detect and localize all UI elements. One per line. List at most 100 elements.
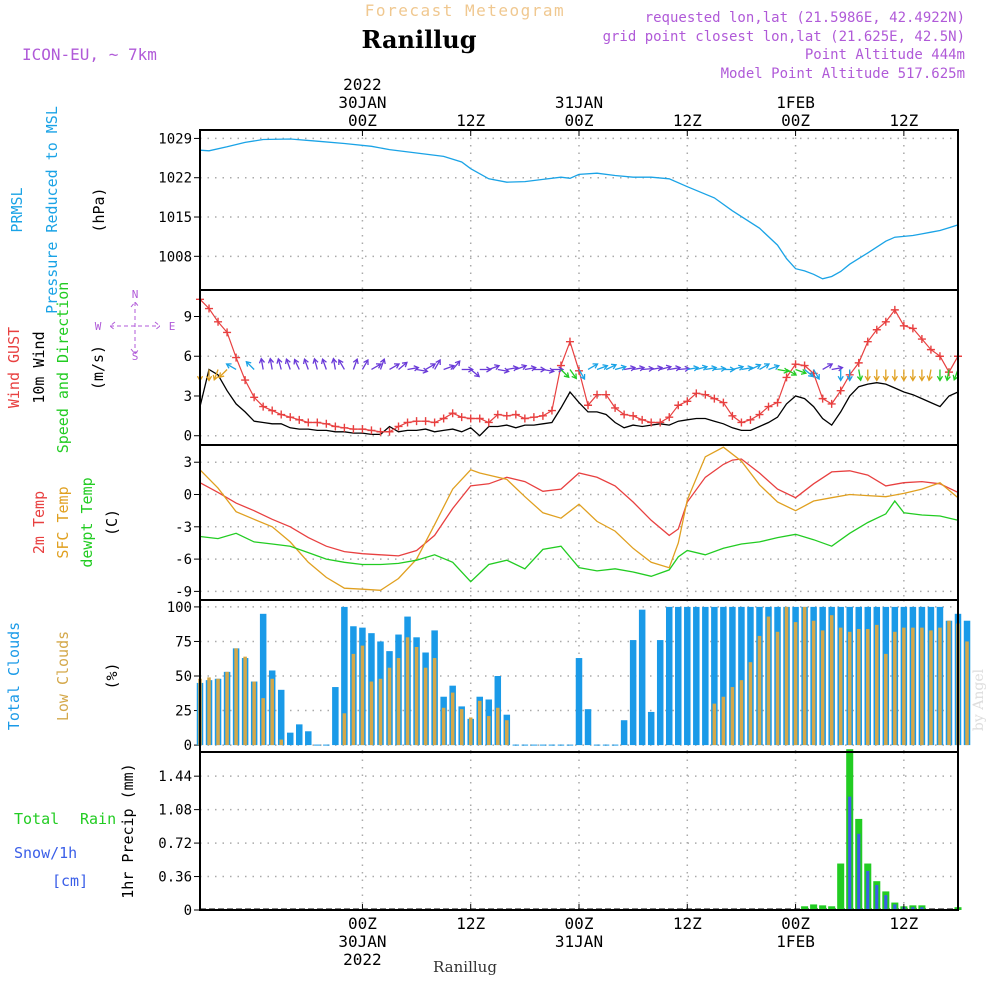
- wind-arrow-head: [293, 358, 300, 365]
- wind-arrow-shaft: [245, 361, 255, 370]
- y-tick-label: 9: [184, 309, 192, 325]
- wind-arrow-head: [548, 367, 555, 374]
- wind-arrow-shaft: [269, 358, 273, 370]
- gust-marker: [232, 353, 241, 362]
- wind-arrow: [596, 364, 609, 371]
- low-cloud-bar: [369, 681, 374, 746]
- watermark: by Angel: [971, 668, 987, 731]
- gust-marker: [205, 304, 214, 313]
- wind-arrow: [873, 369, 880, 382]
- wind-arrow-head: [944, 375, 951, 382]
- wind-arrow: [624, 365, 637, 372]
- wind-arrow: [371, 363, 383, 371]
- wind-arrow-shaft: [371, 363, 382, 371]
- wind-arrow: [831, 365, 844, 372]
- low-cloud-bar: [441, 707, 446, 746]
- top-time-label: 00Z: [565, 111, 594, 130]
- wind-arrow-shaft: [786, 368, 797, 376]
- wind-arrow-head: [430, 363, 437, 369]
- wind-arrow: [909, 369, 917, 382]
- wind-speed-line: [199, 368, 959, 437]
- top-time-label: 1FEB: [776, 93, 815, 112]
- wind-arrow-shaft: [596, 365, 608, 371]
- wind-arrow: [361, 358, 369, 370]
- wind-arrow: [293, 358, 300, 370]
- wind-arrow: [560, 369, 570, 379]
- low-cloud-bar: [351, 653, 356, 746]
- gust-marker: [818, 394, 827, 403]
- wind-arrow: [312, 357, 319, 370]
- panel-label: Snow/1h: [14, 844, 77, 862]
- low-cloud-bar: [775, 631, 780, 746]
- gust-marker: [385, 427, 394, 436]
- low-cloud-bar: [884, 653, 888, 746]
- y-tick-label: 75: [175, 634, 192, 650]
- wind-arrow-head: [401, 361, 408, 368]
- gust-marker: [647, 418, 656, 427]
- low-cloud-bar: [712, 703, 717, 746]
- wind-arrow-shaft: [425, 363, 436, 371]
- low-cloud-bar: [414, 646, 419, 746]
- low-cloud-bar: [342, 713, 347, 746]
- gust-marker: [908, 324, 917, 333]
- gust-marker: [701, 390, 710, 399]
- wind-arrow-shaft: [226, 363, 237, 371]
- bottom-time-label: 12Z: [673, 914, 702, 933]
- wind-arrow-shaft: [470, 368, 480, 378]
- top-time-label: 00Z: [348, 111, 377, 130]
- low-cloud-bar: [911, 627, 915, 746]
- wind-arrow: [750, 363, 762, 371]
- wind-arrow: [882, 369, 889, 382]
- low-cloud-bar: [432, 658, 437, 746]
- low-cloud-bar: [829, 615, 834, 746]
- wind-arrow-head: [755, 363, 762, 370]
- wind-arrow-shaft: [443, 365, 455, 371]
- wind-arrow: [407, 365, 420, 372]
- wind-arrow-shaft: [946, 369, 950, 381]
- gust-marker: [484, 418, 493, 427]
- wind-arrow: [258, 357, 266, 370]
- wind-arrow-head: [284, 357, 291, 365]
- low-cloud-bar: [459, 709, 464, 746]
- wind-arrow: [352, 357, 359, 370]
- low-cloud-bar: [405, 637, 410, 746]
- panel-label: [cm]: [52, 872, 88, 890]
- temperature-series-line: [199, 458, 959, 557]
- wind-arrow-head: [900, 375, 907, 382]
- low-cloud-bar: [270, 678, 274, 746]
- rain-bar: [828, 906, 836, 910]
- bottom-time-label: 00Z: [348, 914, 377, 933]
- low-cloud-bar: [396, 658, 401, 746]
- wind-arrow-head: [807, 371, 814, 378]
- y-tick-label: 100: [167, 600, 192, 616]
- total-cloud-bar: [647, 711, 655, 746]
- total-cloud-bar: [584, 709, 592, 746]
- wind-arrow-shaft: [605, 364, 617, 371]
- low-cloud-bar: [766, 616, 771, 746]
- total-cloud-bar: [575, 658, 583, 746]
- wind-arrow-head: [468, 366, 474, 373]
- wind-arrow: [425, 363, 437, 371]
- low-cloud-bar: [757, 635, 762, 746]
- wind-arrow-shaft: [497, 368, 509, 373]
- wind-arrow-head: [338, 358, 344, 365]
- wind-arrow-head: [701, 364, 709, 371]
- low-cloud-bar: [360, 645, 365, 746]
- wind-arrow-head: [763, 363, 771, 369]
- wind-arrow-shaft: [777, 368, 789, 373]
- low-cloud-bar: [748, 662, 753, 746]
- wind-arrow-shaft: [338, 359, 345, 370]
- wind-arrow: [741, 365, 754, 372]
- wind-arrow: [205, 369, 213, 382]
- wind-arrow-head: [873, 375, 880, 382]
- gust-marker: [547, 406, 556, 415]
- total-cloud-bar: [296, 724, 303, 746]
- rain-bar: [837, 863, 845, 910]
- low-cloud-bar: [739, 680, 744, 746]
- wind-arrow-head: [276, 357, 283, 364]
- y-tick-label: 0: [184, 429, 192, 445]
- top-time-label: 12Z: [889, 111, 918, 130]
- wind-arrow-head: [891, 375, 898, 382]
- gust-marker: [439, 414, 448, 423]
